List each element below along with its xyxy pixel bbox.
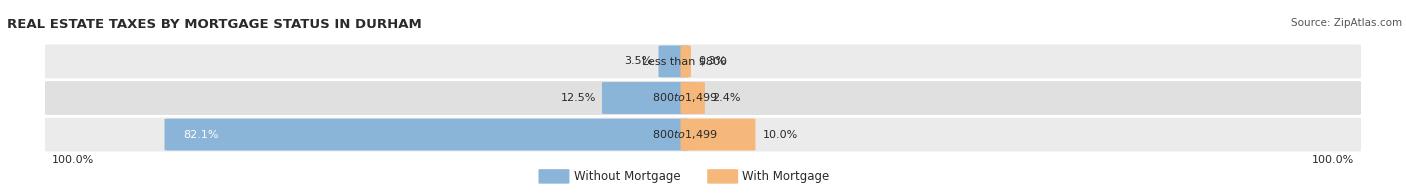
FancyBboxPatch shape [45,44,1361,78]
Text: 2.4%: 2.4% [711,93,741,103]
FancyBboxPatch shape [602,82,689,114]
Text: Source: ZipAtlas.com: Source: ZipAtlas.com [1291,18,1402,28]
Text: $800 to $1,499: $800 to $1,499 [652,128,717,141]
FancyBboxPatch shape [45,118,1361,152]
FancyBboxPatch shape [681,82,704,114]
Text: With Mortgage: With Mortgage [742,170,830,183]
Text: 0.3%: 0.3% [697,56,727,66]
FancyBboxPatch shape [707,169,738,184]
Text: Without Mortgage: Without Mortgage [574,170,681,183]
FancyBboxPatch shape [681,45,690,77]
Text: 3.5%: 3.5% [624,56,652,66]
Text: 100.0%: 100.0% [52,155,94,165]
Text: $800 to $1,499: $800 to $1,499 [652,92,717,104]
Text: 100.0%: 100.0% [1312,155,1354,165]
FancyBboxPatch shape [45,81,1361,115]
Text: REAL ESTATE TAXES BY MORTGAGE STATUS IN DURHAM: REAL ESTATE TAXES BY MORTGAGE STATUS IN … [7,18,422,31]
FancyBboxPatch shape [165,119,689,151]
Text: Less than $800: Less than $800 [643,56,727,66]
FancyBboxPatch shape [681,119,755,151]
FancyBboxPatch shape [658,45,689,77]
FancyBboxPatch shape [538,169,569,184]
Text: 82.1%: 82.1% [183,130,218,140]
Text: 12.5%: 12.5% [561,93,596,103]
Text: 10.0%: 10.0% [762,130,797,140]
